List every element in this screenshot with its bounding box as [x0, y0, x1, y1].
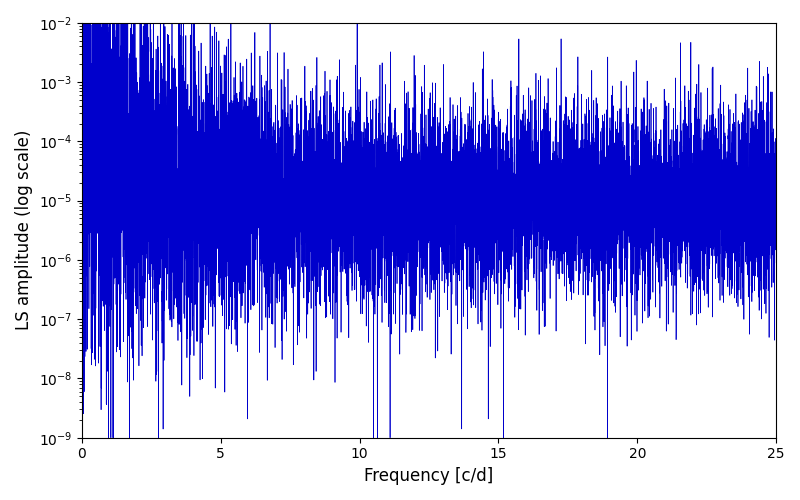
Y-axis label: LS amplitude (log scale): LS amplitude (log scale) — [15, 130, 33, 330]
X-axis label: Frequency [c/d]: Frequency [c/d] — [364, 467, 494, 485]
